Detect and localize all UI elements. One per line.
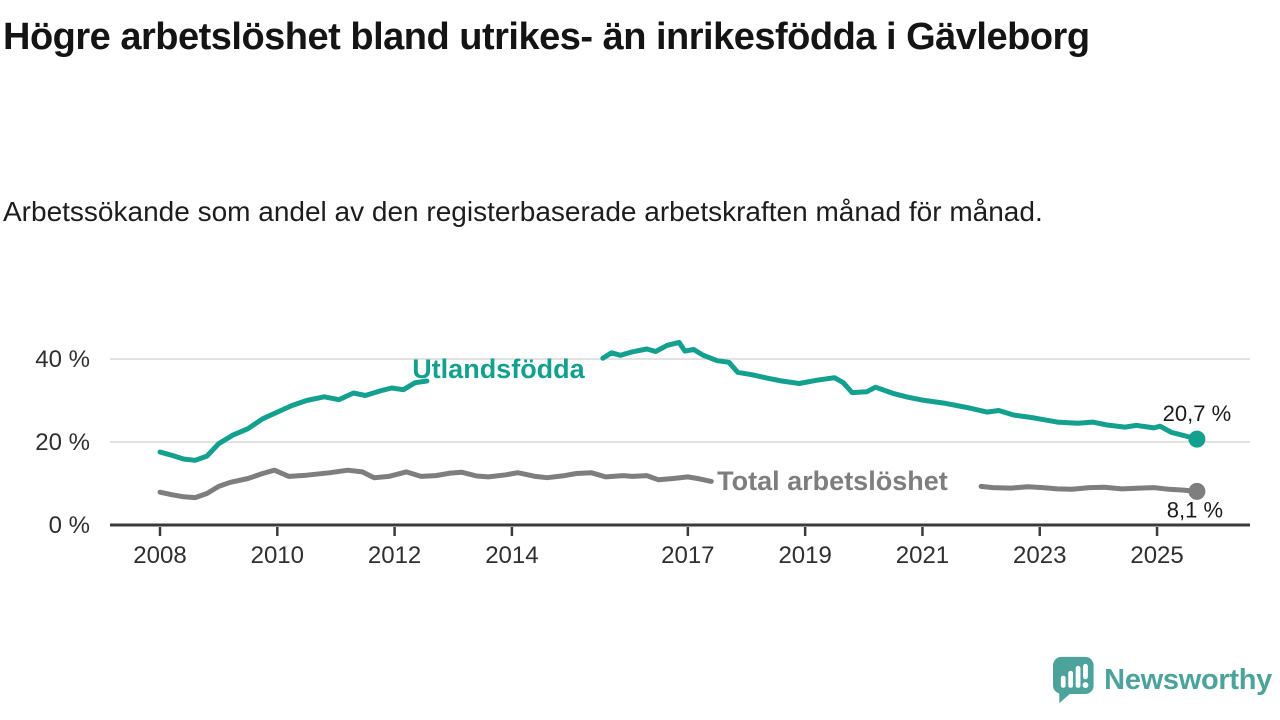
chart-subtitle: Arbetssökande som andel av den registerb… [3, 196, 1043, 227]
x-tick-label: 2019 [778, 542, 831, 569]
series-line-foreign-born [157, 378, 430, 463]
end-value-label-total: 8,1 % [1167, 497, 1223, 522]
series-label-foreign-born: Utlandsfödda [412, 354, 585, 384]
x-tick-label: 2017 [661, 542, 714, 569]
y-tick-label: 40 % [35, 346, 90, 373]
newsworthy-logo-text: Newsworthy [1104, 663, 1272, 696]
series-line-total [157, 467, 714, 501]
series-line-total [978, 483, 1200, 494]
y-tick-label: 20 % [35, 429, 90, 456]
series-line-foreign-born [600, 339, 1200, 442]
line-chart: Utlandsfödda Total arbetslöshet 2008 2010 20… [35, 339, 1250, 569]
end-dot-total [1188, 482, 1206, 500]
y-tick-label: 0 % [49, 512, 90, 539]
x-tick-label: 2025 [1130, 542, 1183, 569]
x-tick-label: 2014 [485, 542, 538, 569]
newsworthy-logo: Newsworthy [1053, 656, 1272, 704]
x-tick-label: 2021 [896, 542, 949, 569]
end-dot-foreign-born [1188, 430, 1206, 448]
end-value-label-foreign-born: 20,7 % [1163, 401, 1232, 426]
x-tick-label: 2008 [133, 542, 186, 569]
x-tick-label: 2010 [251, 542, 304, 569]
x-tick-label: 2012 [368, 542, 421, 569]
x-tick-label: 2023 [1013, 542, 1066, 569]
newsworthy-logo-icon [1053, 656, 1094, 704]
chart-title: Högre arbetslöshet bland utrikes- än inr… [3, 16, 1090, 58]
series-label-total: Total arbetslöshet [717, 466, 948, 496]
